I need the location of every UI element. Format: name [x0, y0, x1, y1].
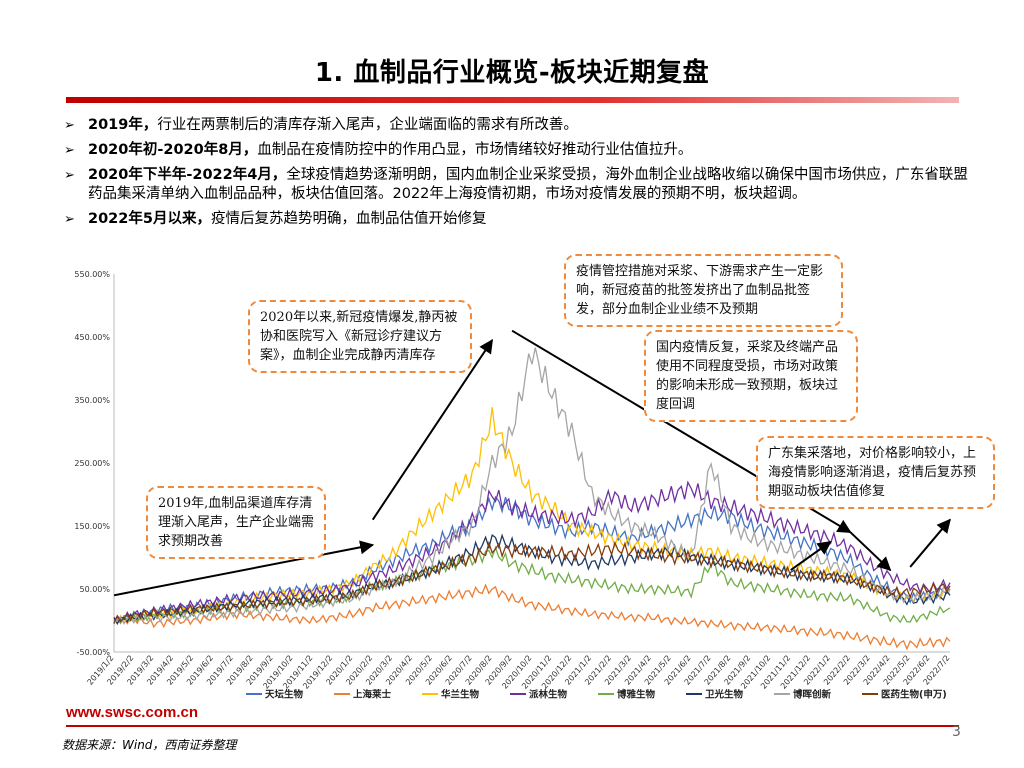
y-tick-label: 550.00% — [74, 270, 110, 279]
bullet-arrow-icon: ➢ — [64, 118, 75, 133]
title-underline — [66, 97, 959, 103]
legend-label: 医药生物(申万) — [881, 689, 947, 701]
callout-2022-recovery: 广东集采落地，对价格影响较小，上海疫情影响逐渐消退，疫情后复苏预期驱动板块估值修… — [756, 436, 995, 509]
footer-divider — [66, 725, 959, 727]
bullet-bold: 2020年下半年-2022年4月， — [88, 167, 287, 183]
legend-label: 天坛生物 — [265, 689, 304, 701]
bullet-arrow-icon: ➢ — [64, 212, 75, 227]
series-line-3 — [113, 480, 951, 625]
bullet-bold: 2022年5月以来， — [88, 211, 211, 227]
series-line-1 — [113, 583, 951, 651]
callout-2019: 2019年,血制品渠道库存清理渐入尾声，生产企业端需求预期改善 — [146, 486, 326, 559]
legend-label: 派林生物 — [529, 689, 568, 701]
legend-label: 卫光生物 — [705, 689, 744, 701]
y-tick-label: 450.00% — [74, 333, 110, 342]
annotation-arrow — [909, 518, 951, 568]
bullet-list: ➢ 2019年，行业在两票制后的清库存渐入尾声，企业端面临的需求有所改善。 ➢ … — [62, 116, 972, 235]
bullet-item: ➢ 2019年，行业在两票制后的清库存渐入尾声，企业端面临的需求有所改善。 — [62, 116, 972, 135]
annotation-arrow — [849, 531, 892, 572]
y-tick-label: 150.00% — [74, 522, 110, 531]
annotation-arrow — [113, 540, 375, 597]
y-tick-label: 250.00% — [74, 459, 110, 468]
line-chart: -50.00% 50.00% 150.00% 250.00% 350.00% 450.00… — [74, 270, 951, 701]
series-line-4 — [113, 545, 951, 625]
y-tick-label: 350.00% — [74, 396, 110, 405]
bullet-arrow-icon: ➢ — [64, 143, 75, 158]
bullet-item: ➢ 2020年初-2020年8月，血制品在疫情防控中的作用凸显，市场情绪较好推动… — [62, 141, 972, 160]
callout-2022-early: 国内疫情反复，采浆及终端产品使用不同程度受损，市场对政策的影响未形成一致预期，板… — [644, 330, 858, 422]
bullet-text: 全球疫情趋势逐渐明朗，国内血制企业采浆受损，海外血制企业战略收缩以确保中国市场供… — [88, 167, 968, 202]
y-tick-label: 50.00% — [79, 585, 110, 594]
bullet-bold: 2020年初-2020年8月， — [88, 142, 258, 158]
series-line-7 — [113, 540, 951, 624]
bullet-bold: 2019年， — [88, 117, 158, 133]
footer-url: www.swsc.com.cn — [66, 704, 198, 721]
page-number: 3 — [952, 724, 961, 740]
legend-label: 博晖创新 — [793, 689, 832, 701]
page-title: 1. 血制品行业概览-板块近期复盘 — [314, 58, 710, 88]
bullet-arrow-icon: ➢ — [64, 168, 75, 183]
series-line-6 — [113, 347, 951, 625]
callout-2020: 2020年以来,新冠疫情爆发,静丙被协和医院写入《新冠诊疗建议方案》，血制企业完… — [248, 300, 472, 373]
data-source: 数据来源：Wind，西南证券整理 — [62, 738, 237, 752]
bullet-text: 行业在两票制后的清库存渐入尾声，企业端面临的需求有所改善。 — [157, 117, 578, 133]
legend-label: 上海莱士 — [353, 689, 392, 701]
callout-2021: 疫情管控措施对采浆、下游需求产生一定影响，新冠疫苗的批签发挤出了血制品批签发，部… — [564, 254, 843, 327]
bullet-text: 疫情后复苏趋势明确，血制品估值开始修复 — [210, 211, 487, 227]
legend-label: 华兰生物 — [441, 689, 480, 701]
legend-label: 博雅生物 — [617, 689, 656, 701]
bullet-item: ➢ 2020年下半年-2022年4月，全球疫情趋势逐渐明朗，国内血制企业采浆受损… — [62, 166, 972, 204]
annotation-arrow — [790, 540, 832, 571]
bullet-text: 血制品在疫情防控中的作用凸显，市场情绪较好推动行业估值拉升。 — [257, 142, 693, 158]
annotation-arrow — [371, 338, 494, 521]
y-tick-label: -50.00% — [77, 648, 111, 657]
bullet-item: ➢ 2022年5月以来，疫情后复苏趋势明确，血制品估值开始修复 — [62, 210, 972, 229]
